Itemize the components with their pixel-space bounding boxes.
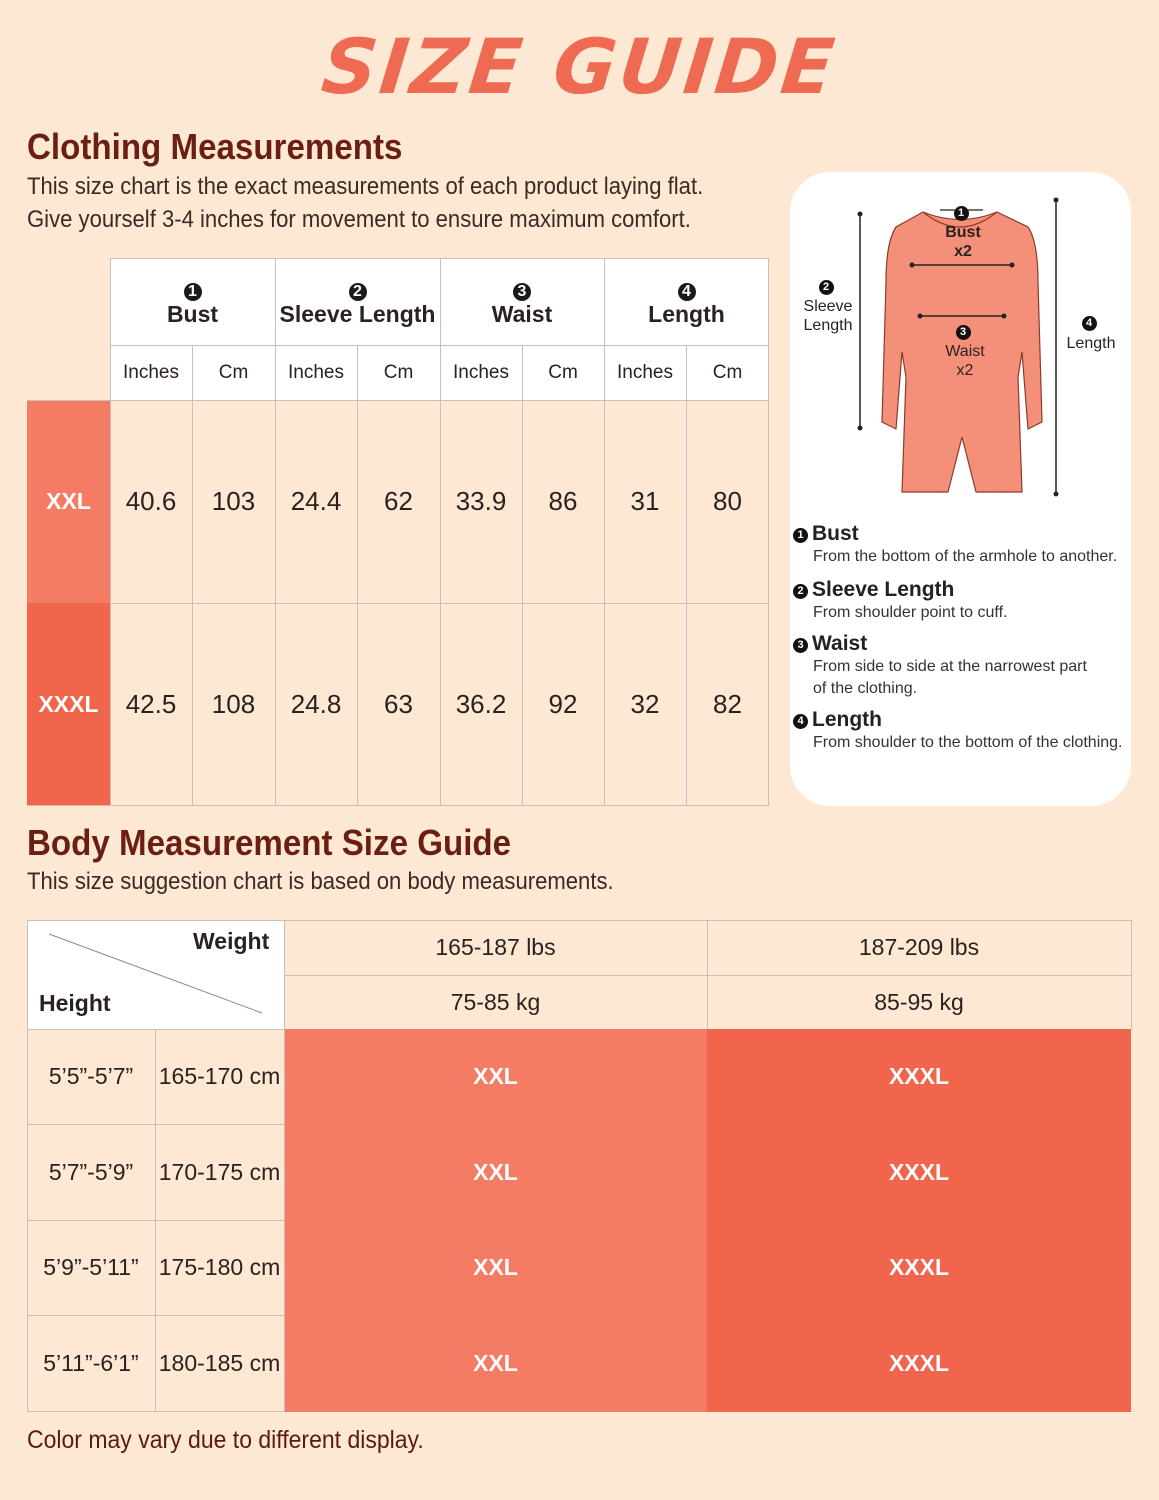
table-cell: 62 bbox=[384, 486, 413, 516]
weight-lbs-1: 165-187 lbs bbox=[435, 934, 556, 960]
page-title: SIZE GUIDE bbox=[317, 22, 842, 111]
size-cell: XXXL bbox=[888, 1254, 950, 1280]
measurement-diagram-panel: 1 Bust x2 2 Sleeve Length 3 Waist x2 4 L… bbox=[790, 172, 1131, 806]
table-cell: 24.4 bbox=[290, 486, 342, 516]
col-header-length: 4 Length bbox=[604, 270, 769, 340]
diagram-sleeve-label: 2 Sleeve Length bbox=[803, 280, 853, 334]
diagram-bust-label: 1 Bust x2 bbox=[945, 206, 981, 260]
table-cell: 103 bbox=[211, 486, 256, 516]
height-cm: 170-175 cm bbox=[158, 1158, 281, 1185]
col-header-bust: 1 Bust bbox=[110, 270, 275, 340]
number-badge-icon: 4 bbox=[793, 713, 808, 729]
number-badge-icon: 4 bbox=[1081, 315, 1097, 331]
unit-label: Cm bbox=[383, 361, 414, 383]
unit-label: Inches bbox=[453, 361, 509, 383]
col-header-sleeve-length: 2 Sleeve Length bbox=[275, 270, 440, 340]
table-cell: 82 bbox=[713, 689, 742, 719]
table-cell: 31 bbox=[630, 486, 660, 516]
unit-label: Inches bbox=[123, 361, 179, 383]
unit-label: Cm bbox=[218, 361, 249, 383]
col-label-length: Length bbox=[648, 300, 725, 327]
diagram-length-label: 4 Length bbox=[1066, 315, 1116, 352]
height-ft: 5’11”-6’1” bbox=[43, 1349, 139, 1376]
body-desc: This size suggestion chart is based on b… bbox=[27, 868, 614, 895]
unit-label: Inches bbox=[288, 361, 344, 383]
weight-header: Weight bbox=[193, 928, 270, 954]
size-cell: XXXL bbox=[888, 1063, 950, 1089]
unit-label: Cm bbox=[712, 361, 743, 383]
number-badge-icon: 3 bbox=[513, 282, 531, 301]
number-badge-icon: 3 bbox=[793, 637, 808, 653]
unit-label: Inches bbox=[617, 361, 673, 383]
table-cell: 86 bbox=[548, 486, 578, 516]
col-header-waist: 3 Waist bbox=[440, 270, 604, 340]
number-badge-icon: 1 bbox=[953, 206, 969, 221]
number-badge-icon: 2 bbox=[348, 282, 367, 301]
table-cell: 92 bbox=[548, 689, 578, 719]
height-ft: 5’7”-5’9” bbox=[48, 1158, 134, 1185]
height-cm: 165-170 cm bbox=[158, 1063, 281, 1089]
col-label-bust: Bust bbox=[166, 300, 219, 327]
legend-item-waist: 3 Waist From side to side at the narrowes… bbox=[793, 632, 1087, 700]
weight-kg-2: 85-95 kg bbox=[874, 988, 964, 1015]
table-cell: 108 bbox=[211, 689, 256, 719]
size-cell: XXXL bbox=[888, 1158, 950, 1185]
body-heading: Body Measurement Size Guide bbox=[27, 822, 512, 863]
diagonal-divider bbox=[48, 933, 263, 1014]
number-badge-icon: 2 bbox=[818, 280, 834, 295]
clothing-desc-2: Give yourself 3-4 inches for movement to… bbox=[27, 206, 691, 233]
legend-item-bust: 1 Bust From the bottom of the armhole to … bbox=[793, 522, 1117, 568]
number-badge-icon: 1 bbox=[183, 282, 202, 301]
height-ft: 5’9”-5’11” bbox=[43, 1254, 139, 1280]
table-cell: 40.6 bbox=[125, 486, 177, 516]
number-badge-icon: 3 bbox=[955, 325, 971, 340]
table-cell: 80 bbox=[713, 486, 742, 516]
col-label-sleeve-length: Sleeve Length bbox=[279, 300, 436, 327]
clothing-desc-1: This size chart is the exact measurement… bbox=[27, 173, 704, 200]
height-cm: 180-185 cm bbox=[158, 1349, 281, 1376]
size-label-xxl: XXL bbox=[46, 488, 91, 514]
unit-label: Cm bbox=[548, 361, 578, 383]
col-label-waist: Waist bbox=[491, 300, 553, 327]
table-cell: 42.5 bbox=[125, 689, 177, 719]
height-header: Height bbox=[39, 990, 111, 1016]
number-badge-icon: 2 bbox=[793, 583, 808, 599]
height-ft: 5’5”-5’7” bbox=[48, 1063, 134, 1089]
legend-item-sleeve-length: 2 Sleeve Length From shoulder point to cu… bbox=[793, 578, 1007, 624]
size-label-xxxl: XXXL bbox=[38, 691, 99, 717]
table-cell: 36.2 bbox=[455, 689, 507, 719]
height-cm: 175-180 cm bbox=[158, 1254, 281, 1280]
diagram-waist-label: 3 Waist x2 bbox=[945, 325, 985, 379]
size-cell: XXL bbox=[473, 1063, 518, 1089]
table-cell: 32 bbox=[630, 689, 660, 719]
size-cell: XXL bbox=[473, 1254, 518, 1280]
table-cell: 33.9 bbox=[455, 486, 507, 516]
number-badge-icon: 1 bbox=[793, 527, 808, 543]
weight-lbs-2: 187-209 lbs bbox=[858, 934, 980, 960]
number-badge-icon: 4 bbox=[677, 282, 696, 301]
table-cell: 63 bbox=[384, 689, 413, 719]
legend-item-length: 4 Length From shoulder to the bottom of t… bbox=[793, 708, 1123, 754]
size-cell: XXXL bbox=[888, 1349, 950, 1376]
size-cell: XXL bbox=[473, 1158, 518, 1185]
clothing-heading: Clothing Measurements bbox=[27, 126, 403, 167]
table-cell: 24.8 bbox=[290, 689, 342, 719]
footer-note: Color may vary due to different display. bbox=[27, 1426, 424, 1454]
weight-kg-1: 75-85 kg bbox=[450, 988, 541, 1015]
size-cell: XXL bbox=[473, 1349, 518, 1376]
romper-illustration bbox=[857, 197, 1059, 497]
